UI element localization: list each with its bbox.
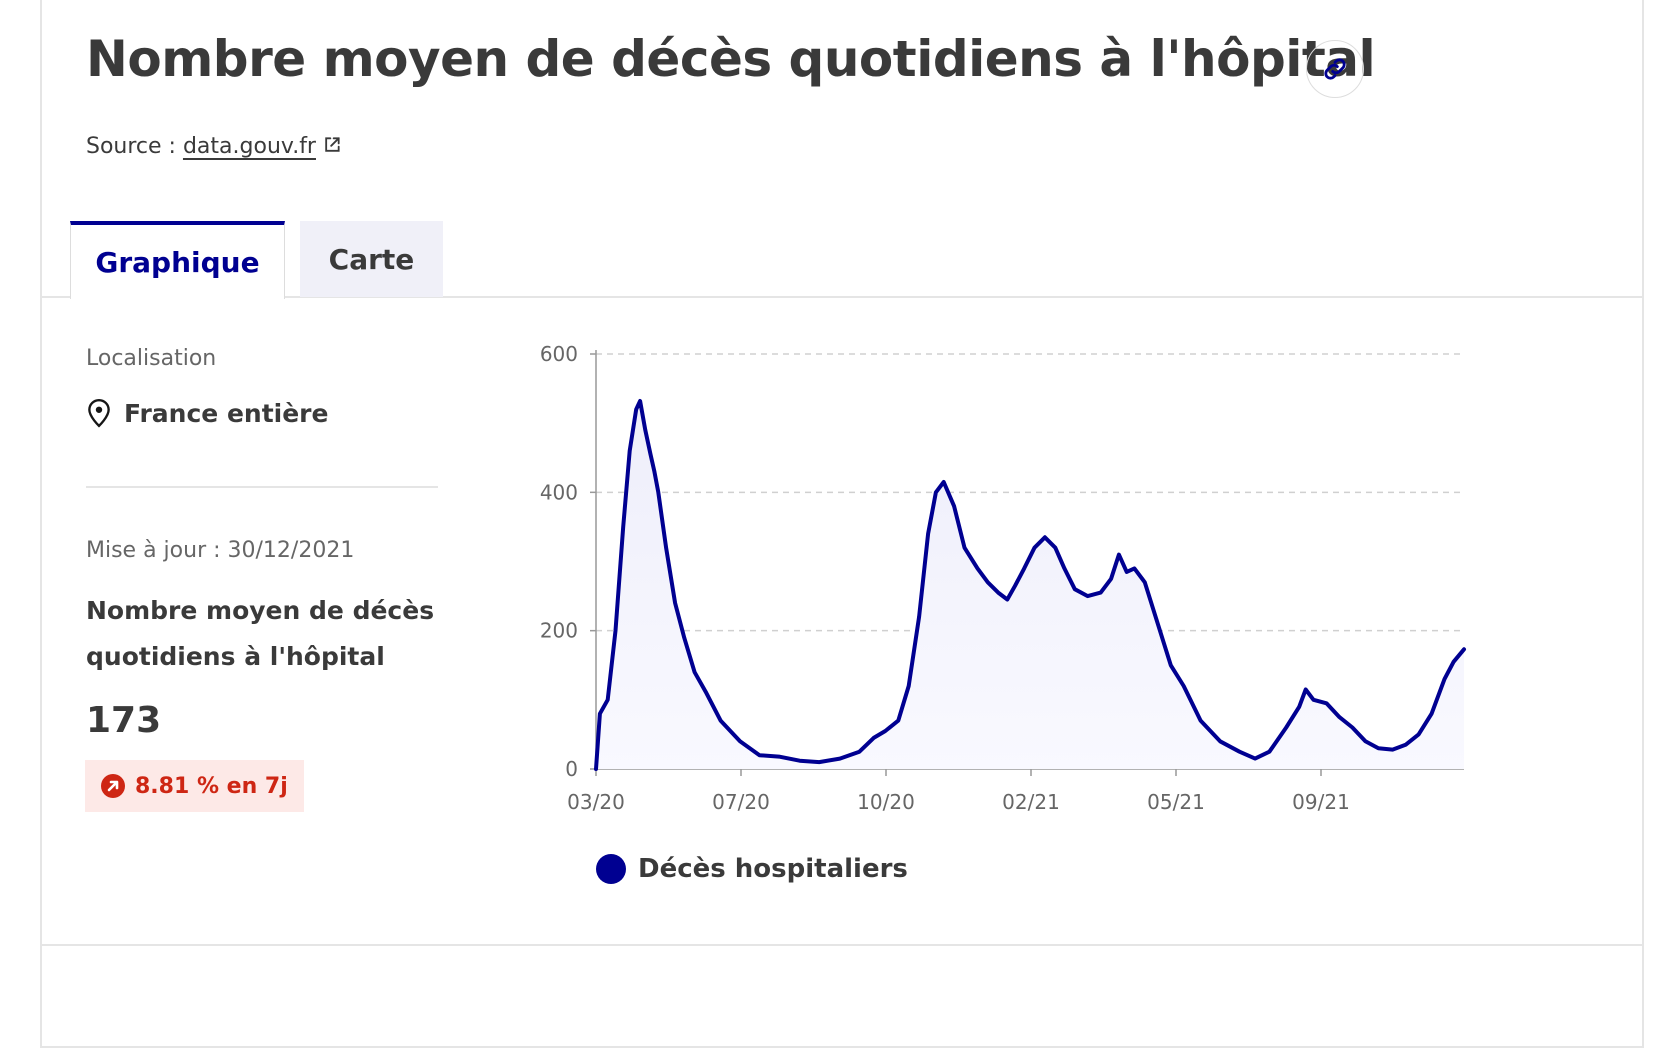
sidebar-divider: [86, 486, 438, 488]
legend-label: Décès hospitaliers: [638, 854, 908, 884]
source-label: Source :: [86, 134, 176, 159]
x-tick-label: 09/21: [1292, 790, 1350, 814]
x-tick-label: 02/21: [1002, 790, 1060, 814]
source-link-text: data.gouv.fr: [182, 134, 316, 159]
metric-value: 173: [86, 700, 162, 741]
source-link[interactable]: data.gouv.fr: [183, 134, 342, 159]
x-tick-label: 07/20: [712, 790, 770, 814]
trend-text: 8.81 % en 7j: [135, 773, 288, 799]
tabs-baseline: [40, 296, 1644, 298]
link-icon: [1324, 58, 1346, 80]
x-tick-label: 05/21: [1147, 790, 1205, 814]
legend-swatch: [596, 854, 626, 884]
copy-link-button[interactable]: [1306, 40, 1364, 98]
location-value: France entière: [124, 398, 329, 428]
metric-title: Nombre moyen de décès quotidiens à l'hôp…: [86, 596, 435, 671]
y-tick-label: 200: [540, 619, 578, 643]
y-tick-label: 600: [540, 342, 578, 366]
external-link-icon: [325, 137, 340, 152]
location-label: Localisation: [86, 346, 217, 371]
tab-carte[interactable]: Carte: [300, 221, 443, 297]
source-line: Source : data.gouv.fr: [86, 134, 342, 159]
location-selector[interactable]: France entière: [86, 398, 328, 428]
update-date: Mise à jour : 30/12/2021: [86, 538, 355, 563]
y-tick-label: 400: [540, 480, 578, 504]
series-area: [596, 401, 1464, 769]
arrow-up-right-icon: [101, 774, 125, 798]
trend-badge: 8.81 % en 7j: [85, 760, 304, 812]
y-tick-label: 0: [565, 757, 578, 781]
deaths-area-chart: 0 200 400 600 03/20 07/20 10/20 02/21 05/21 09/21: [540, 342, 1466, 814]
map-pin-icon: [88, 398, 110, 428]
indicator-card: [40, 0, 1644, 1048]
chart-legend: Décès hospitaliers: [596, 854, 908, 884]
series-line: [594, 399, 1466, 771]
x-tick-label: 03/20: [567, 790, 625, 814]
x-tick-label: 10/20: [857, 790, 915, 814]
tab-graphique[interactable]: Graphique: [70, 221, 285, 299]
card-bottom-divider: [40, 944, 1644, 946]
page-title: Nombre moyen de décès quotidiens à l'hôp…: [86, 30, 1376, 88]
